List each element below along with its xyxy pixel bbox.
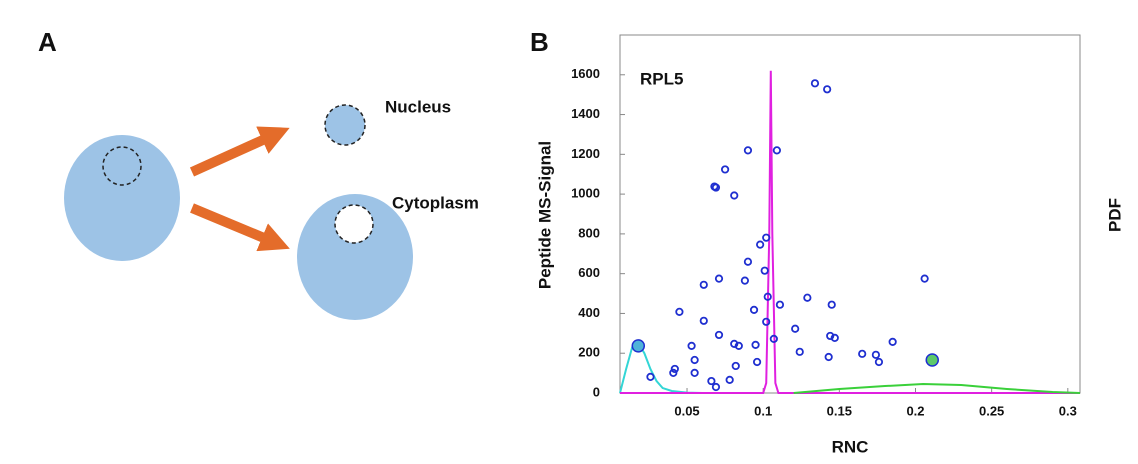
- point: [711, 183, 721, 192]
- point: [769, 334, 778, 344]
- x-axis-label: RNC: [832, 437, 869, 456]
- point: [714, 330, 724, 340]
- y-tick-label: 1400: [571, 106, 600, 121]
- panel-label: B: [530, 27, 549, 57]
- point: [823, 85, 832, 94]
- point: [743, 257, 753, 266]
- point: [775, 300, 785, 309]
- arrow: [189, 126, 290, 177]
- point: [687, 341, 696, 350]
- nucleus-hole: [334, 204, 374, 244]
- point: [670, 364, 679, 374]
- point: [810, 79, 820, 88]
- point: [803, 293, 812, 302]
- point: [731, 361, 740, 371]
- point: [772, 146, 781, 155]
- x-tick-label: 0.2: [906, 403, 924, 418]
- point: [730, 339, 739, 348]
- cell: [64, 135, 180, 261]
- label: Nucleus: [385, 97, 451, 116]
- x-tick-label: 0.15: [827, 403, 852, 418]
- point: [690, 355, 699, 365]
- point: [827, 300, 836, 309]
- point: [720, 165, 730, 174]
- point: [756, 240, 765, 249]
- point: [824, 352, 833, 362]
- point: [762, 233, 771, 242]
- point: [675, 307, 684, 316]
- panel-label: A: [38, 27, 57, 57]
- y-tick-label: 200: [578, 345, 600, 360]
- label: Cytoplasm: [392, 193, 479, 212]
- point: [725, 375, 734, 384]
- point: [646, 372, 655, 381]
- y-tick-label: 800: [578, 225, 600, 240]
- pdf-curve: [619, 341, 703, 394]
- chart-title: RPL5: [640, 69, 683, 88]
- point: [763, 292, 772, 301]
- point: [871, 350, 880, 359]
- point: [734, 341, 743, 350]
- point: [749, 305, 759, 314]
- point: [699, 280, 708, 289]
- highlight-point: [925, 353, 940, 367]
- y-tick-label: 600: [578, 265, 600, 280]
- y-axis-label: Peptide MS-Signal: [535, 141, 554, 289]
- y-tick-label: 1200: [571, 146, 600, 161]
- y-tick-label: 1000: [571, 186, 600, 201]
- point: [795, 347, 804, 356]
- x-tick-label: 0.3: [1059, 403, 1077, 418]
- x-tick-label: 0.25: [979, 403, 1004, 418]
- plot-frame: [619, 34, 1081, 394]
- x-tick-label: 0.1: [754, 403, 772, 418]
- pdf-curve: [620, 70, 1080, 394]
- point: [730, 191, 739, 200]
- x-tick-label: 0.05: [674, 403, 699, 418]
- point: [888, 337, 897, 346]
- point: [669, 368, 678, 378]
- arrow: [190, 203, 290, 252]
- nucleus: [324, 104, 366, 146]
- cytoplasm: [297, 194, 413, 320]
- point: [751, 340, 760, 349]
- y-tick-label: 400: [578, 305, 600, 320]
- point: [920, 274, 929, 283]
- point: [740, 276, 750, 285]
- y-tick-label: 1600: [571, 66, 600, 81]
- point: [707, 376, 716, 386]
- y-tick-label: 0: [593, 384, 600, 399]
- nucleus-outline: [102, 146, 142, 186]
- point: [830, 333, 839, 343]
- point: [791, 324, 800, 333]
- point: [858, 349, 867, 358]
- point: [826, 331, 835, 341]
- point: [762, 317, 771, 326]
- pdf-curve: [793, 383, 1081, 394]
- point: [714, 274, 724, 283]
- point: [690, 368, 699, 378]
- point: [874, 357, 884, 367]
- point: [743, 146, 753, 155]
- point: [711, 382, 721, 392]
- highlight-point: [631, 339, 646, 353]
- y2-axis-label: PDF: [1105, 198, 1124, 232]
- point: [752, 357, 762, 367]
- point: [760, 266, 769, 275]
- point: [699, 316, 708, 325]
